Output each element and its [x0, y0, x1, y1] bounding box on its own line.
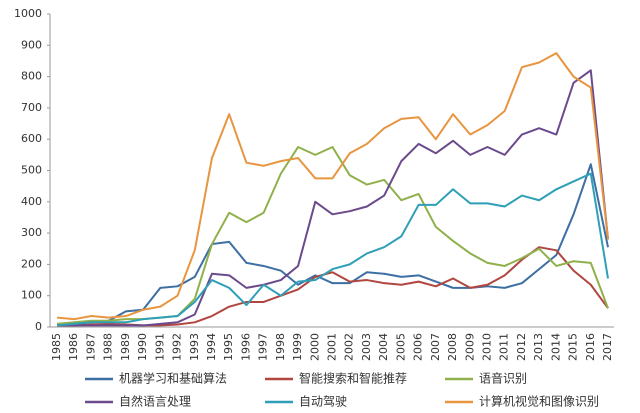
series-line: [57, 246, 609, 327]
y-tick-label: 700: [21, 101, 42, 114]
x-tick-label: 1995: [222, 333, 235, 361]
x-tick-label: 2010: [480, 333, 493, 361]
x-tick-label: 1993: [188, 333, 201, 361]
x-tick-label: 2012: [515, 333, 528, 361]
x-tick-label: 2002: [343, 333, 356, 361]
y-tick-label: 800: [21, 70, 42, 83]
legend-label: 自然语言处理: [119, 394, 191, 409]
y-tick-label: 300: [21, 226, 42, 239]
x-tick-label: 1987: [84, 333, 97, 361]
x-tick-label: 2001: [326, 333, 339, 361]
x-tick-label: 2000: [308, 333, 321, 361]
x-tick-label: 2006: [412, 333, 425, 361]
x-tick-label: 2009: [463, 333, 476, 361]
y-tick-label: 0: [35, 320, 42, 333]
y-tick-label: 1000: [14, 7, 42, 20]
legend-label: 计算机视觉和图像识别: [479, 394, 599, 409]
legend-label: 自动驾驶: [299, 394, 347, 409]
y-tick-label: 200: [21, 257, 42, 270]
x-tick-label: 1990: [136, 333, 149, 361]
x-tick-label: 1989: [119, 333, 132, 361]
series-line: [56, 172, 609, 327]
x-tick-label: 2011: [498, 333, 511, 361]
legend-label: 智能搜索和智能推荐: [299, 371, 407, 386]
legend-label: 机器学习和基础算法: [119, 371, 227, 386]
x-tick-label: 2015: [567, 333, 580, 361]
x-tick-label: 1992: [171, 333, 184, 361]
x-tick-label: 2008: [446, 333, 459, 361]
x-tick-label: 2014: [549, 333, 562, 361]
series-line: [56, 146, 609, 325]
x-tick-label: 1986: [67, 333, 80, 361]
x-tick-label: 1994: [205, 333, 218, 361]
x-tick-label: 2003: [360, 333, 373, 361]
x-tick-label: 1997: [257, 333, 270, 361]
x-tick-label: 2013: [532, 333, 545, 361]
y-tick-label: 600: [21, 132, 42, 145]
series-line: [57, 163, 609, 325]
y-tick-label: 900: [21, 38, 42, 51]
x-tick-label: 1991: [153, 333, 166, 361]
x-tick-label: 1985: [50, 333, 63, 361]
x-tick-label: 1988: [102, 333, 115, 361]
x-tick-label: 2005: [394, 333, 407, 361]
x-tick-label: 1998: [274, 333, 287, 361]
y-tick-label: 400: [21, 195, 42, 208]
x-tick-label: 2017: [601, 333, 614, 361]
x-tick-label: 2004: [377, 333, 390, 361]
y-tick-label: 500: [21, 164, 42, 177]
x-tick-label: 1996: [239, 333, 252, 361]
legend-label: 语音识别: [479, 371, 527, 386]
series-line: [56, 52, 609, 321]
x-tick-label: 2007: [429, 333, 442, 361]
y-tick-label: 100: [21, 289, 42, 302]
series-line: [57, 69, 609, 327]
x-tick-label: 1999: [291, 333, 304, 361]
x-tick-label: 2016: [584, 333, 597, 361]
